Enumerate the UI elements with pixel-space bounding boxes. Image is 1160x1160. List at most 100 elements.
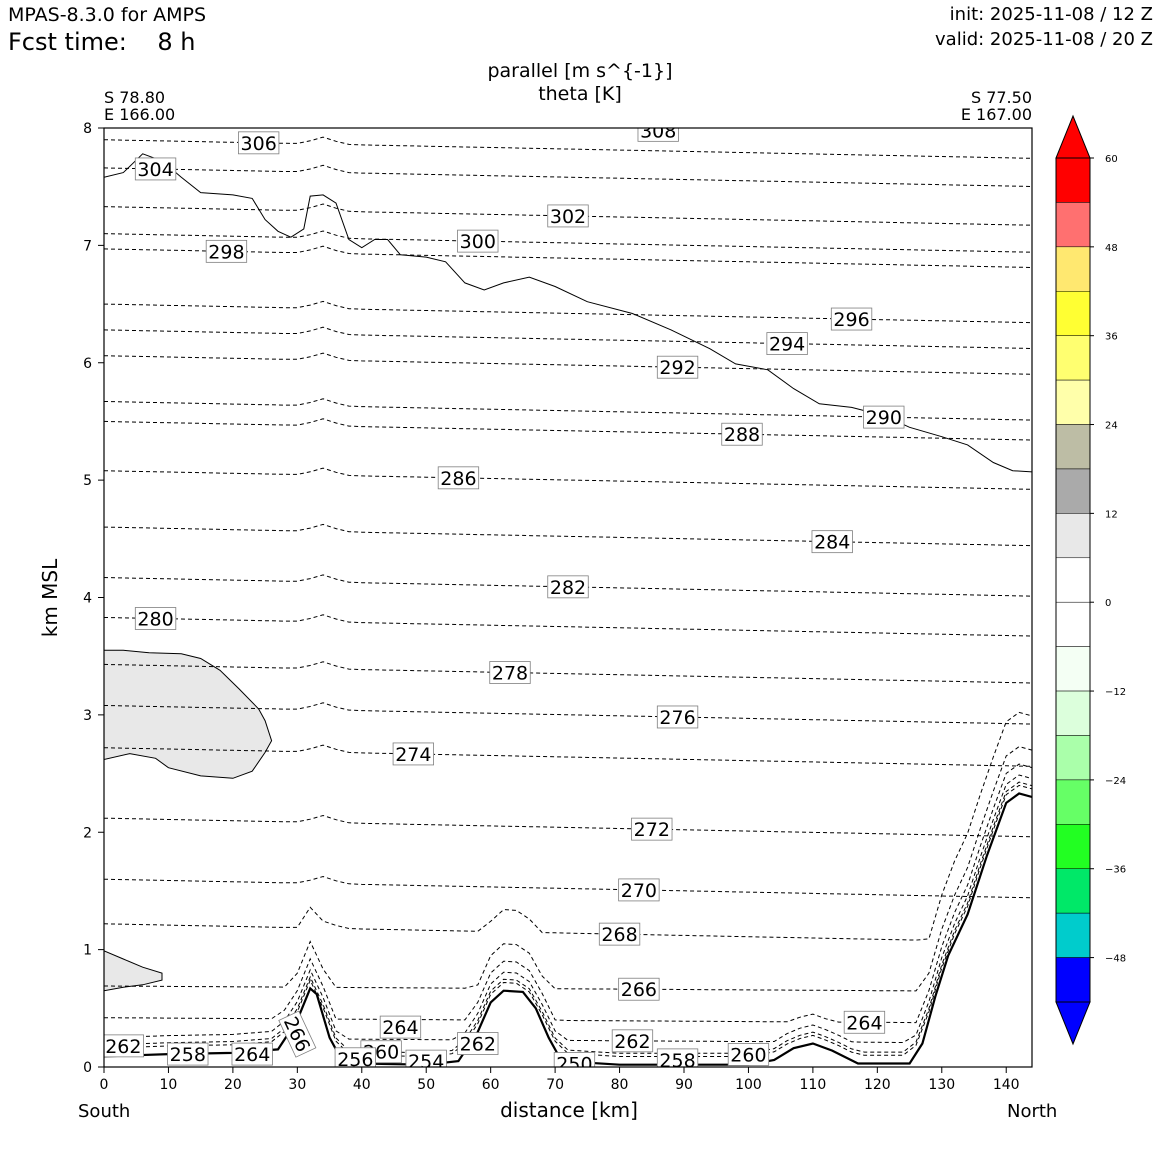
colorbar-segment-10 [1055, 601, 1091, 647]
start-longitude: E 166.00 [104, 105, 176, 124]
theta-label-300: 300 [457, 229, 499, 253]
theta-label-298: 298 [205, 239, 248, 263]
svg-text:36: 36 [1105, 332, 1118, 343]
svg-text:290: 290 [866, 407, 902, 429]
svg-text:306: 306 [241, 133, 277, 155]
svg-text:280: 280 [137, 608, 173, 630]
svg-text:266: 266 [621, 979, 657, 1001]
theta-label-260: 260 [727, 1043, 770, 1066]
y-tick-2: 2 [83, 825, 104, 841]
colorbar-segment-2 [1055, 246, 1091, 292]
svg-text:272: 272 [634, 819, 670, 841]
forecast-time-value: 8 h [157, 28, 196, 56]
svg-text:264: 264 [234, 1044, 270, 1066]
init-time: init: 2025-11-08 / 12 Z [949, 4, 1153, 25]
theta-label-292: 292 [656, 355, 699, 379]
theta-label-extra-8: 256 [334, 1047, 376, 1067]
svg-text:10: 10 [160, 1077, 178, 1093]
svg-text:262: 262 [105, 1036, 141, 1058]
theta-contour-296 [104, 300, 1032, 324]
south-label: South [78, 1101, 131, 1122]
svg-text:90: 90 [675, 1077, 693, 1093]
colorbar-segment-9 [1055, 557, 1091, 603]
svg-text:70: 70 [546, 1077, 564, 1093]
svg-text:80: 80 [611, 1077, 629, 1093]
svg-text:100: 100 [735, 1077, 762, 1093]
svg-text:40: 40 [353, 1077, 371, 1093]
start-latitude: S 78.80 [104, 88, 166, 107]
x-tick-30: 30 [288, 1067, 306, 1093]
x-tick-50: 50 [417, 1067, 435, 1093]
y-tick-3: 3 [83, 708, 104, 724]
svg-text:3: 3 [83, 708, 92, 724]
theta-contour-264 [104, 763, 1032, 1024]
wind-contours [104, 153, 1032, 473]
svg-text:4: 4 [83, 591, 92, 607]
svg-text:12: 12 [1105, 509, 1118, 520]
x-tick-0: 0 [100, 1067, 108, 1093]
y-tick-6: 6 [83, 356, 104, 372]
svg-text:120: 120 [864, 1077, 891, 1093]
svg-text:110: 110 [800, 1077, 827, 1093]
svg-text:258: 258 [659, 1050, 695, 1072]
x-tick-140: 140 [993, 1067, 1020, 1093]
colorbar-under-arrow [1055, 1001, 1091, 1046]
svg-text:304: 304 [137, 159, 173, 181]
svg-text:254: 254 [408, 1051, 444, 1073]
colorbar-tick-9: −48 [1090, 954, 1126, 965]
forecast-time-label: Fcst time: [8, 28, 127, 56]
theta-label-278: 278 [489, 661, 531, 685]
theta-label-270: 270 [618, 878, 660, 902]
theta-label-296: 296 [830, 307, 873, 331]
x-tick-110: 110 [800, 1067, 827, 1093]
colorbar-tick-0: 60 [1090, 154, 1118, 165]
y-axis-label: km MSL [38, 558, 62, 638]
theta-contour-274 [104, 744, 1032, 767]
colorbar-over-arrow [1055, 114, 1091, 159]
colorbar-tick-6: −12 [1090, 687, 1126, 698]
svg-text:50: 50 [417, 1077, 435, 1093]
theta-label-290: 290 [863, 405, 905, 429]
svg-text:60: 60 [1105, 154, 1118, 165]
x-tick-100: 100 [735, 1067, 762, 1093]
north-label: North [1007, 1101, 1058, 1122]
svg-text:20: 20 [224, 1077, 242, 1093]
theta-label-extra-10: 250 [553, 1052, 596, 1075]
svg-text:296: 296 [833, 309, 869, 331]
x-tick-20: 20 [224, 1067, 242, 1093]
x-tick-130: 130 [928, 1067, 955, 1093]
wind-positive-region-1 [104, 649, 273, 779]
colorbar-segment-15 [1055, 824, 1091, 869]
theta-labels: 306 304 302 300 298 296 294 292 290 288 286 284 282 2… [104, 128, 905, 1075]
svg-text:0: 0 [1105, 598, 1111, 609]
colorbar-tick-7: −24 [1090, 776, 1126, 787]
x-tick-120: 120 [864, 1067, 891, 1093]
wind-fill-layer [104, 649, 273, 992]
svg-text:264: 264 [846, 1012, 882, 1034]
theta-label-266: 266 [618, 977, 660, 1001]
y-tick-1: 1 [83, 943, 104, 959]
theta-label-extra-1: 266 [278, 1010, 317, 1058]
theta-label-282: 282 [547, 575, 589, 599]
section-end-coords: S 77.50 E 167.00 [961, 89, 1032, 123]
svg-text:5: 5 [83, 473, 92, 489]
svg-text:258: 258 [170, 1044, 206, 1066]
y-tick-5: 5 [83, 473, 104, 489]
colorbar-segment-7 [1055, 468, 1091, 514]
svg-text:−24: −24 [1105, 776, 1126, 787]
colorbar-segment-12 [1055, 690, 1091, 736]
svg-text:288: 288 [724, 424, 760, 446]
svg-text:7: 7 [83, 238, 92, 254]
svg-text:284: 284 [814, 532, 850, 554]
colorbar-tick-3: 24 [1090, 421, 1118, 432]
svg-text:24: 24 [1105, 421, 1118, 432]
colorbar-segment-13 [1055, 735, 1091, 781]
colorbar-tick-1: 48 [1090, 243, 1118, 254]
y-tick-0: 0 [83, 1060, 104, 1076]
forecast-time: Fcst time: 8 h [8, 28, 195, 56]
colorbar-segment-4 [1055, 335, 1091, 381]
theta-label-284: 284 [811, 530, 853, 554]
svg-text:250: 250 [556, 1053, 592, 1075]
theta-contour-260 [104, 781, 1032, 1054]
colorbar: 60 48 36 24 12 0 −12 −24 −36 −48 [1055, 114, 1126, 1046]
